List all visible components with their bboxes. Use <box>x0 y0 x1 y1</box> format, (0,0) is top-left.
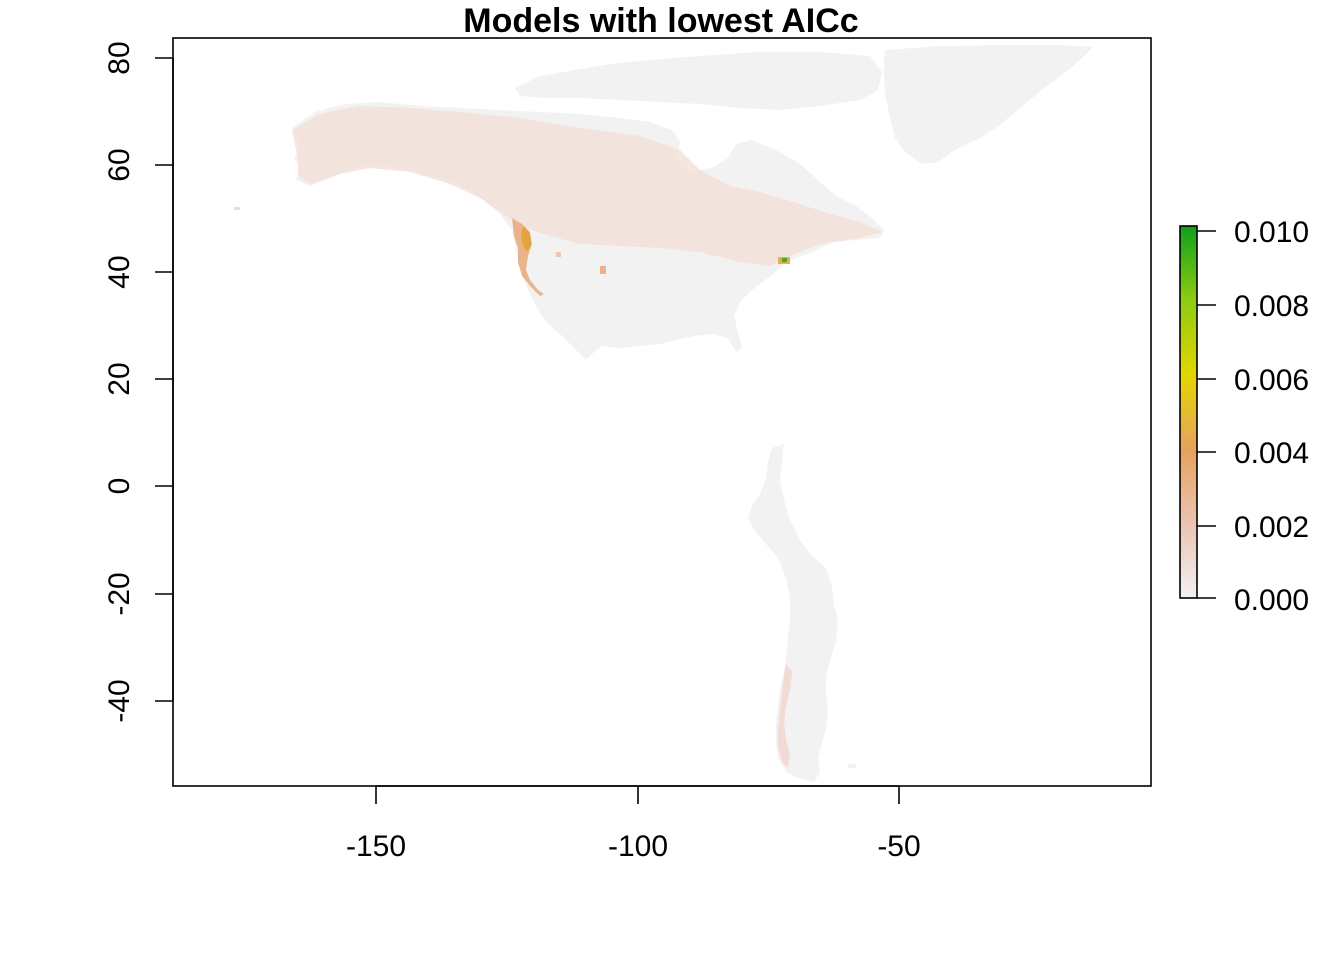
legend-label: 0.006 <box>1234 364 1309 397</box>
y-tick-label: 80 <box>103 41 136 74</box>
legend-label: 0.002 <box>1234 511 1309 544</box>
aleutian-speck <box>234 207 240 210</box>
cascades-ridge <box>521 226 531 252</box>
rocky-spot-2 <box>556 252 561 257</box>
arctic-islands <box>515 52 882 110</box>
x-axis: -150 -100 -50 <box>346 785 921 863</box>
x-tick-label: -100 <box>608 830 668 863</box>
legend-label: 0.008 <box>1234 290 1309 323</box>
y-tick-label: -40 <box>103 679 136 722</box>
pacific-northwest-hotspot <box>512 218 544 296</box>
color-legend: 0.010 0.008 0.006 0.004 0.002 0.000 <box>1179 216 1309 617</box>
legend-label: 0.010 <box>1234 216 1309 249</box>
greenland-landmass <box>884 45 1093 164</box>
southern-andes-band <box>778 664 792 768</box>
y-tick-label: 60 <box>103 148 136 181</box>
legend-label: 0.000 <box>1234 584 1309 617</box>
y-tick-label: 40 <box>103 255 136 288</box>
south-america-strip <box>748 444 838 782</box>
legend-label: 0.004 <box>1234 437 1309 470</box>
x-tick-label: -150 <box>346 830 406 863</box>
x-tick-label: -50 <box>877 830 920 863</box>
y-tick-label: -20 <box>103 572 136 615</box>
northeast-hotspot-core <box>782 258 787 262</box>
y-axis: 80 60 40 20 0 -20 -40 <box>103 41 174 723</box>
plot-title: Models with lowest AICc <box>463 2 858 40</box>
legend-color-bar <box>1179 225 1198 599</box>
y-tick-label: 20 <box>103 362 136 395</box>
rocky-spot-1 <box>600 266 606 274</box>
raster-layer <box>234 45 1093 782</box>
suitability-band-north <box>292 106 884 266</box>
island-speck <box>848 764 856 768</box>
y-tick-label: 0 <box>103 478 136 495</box>
